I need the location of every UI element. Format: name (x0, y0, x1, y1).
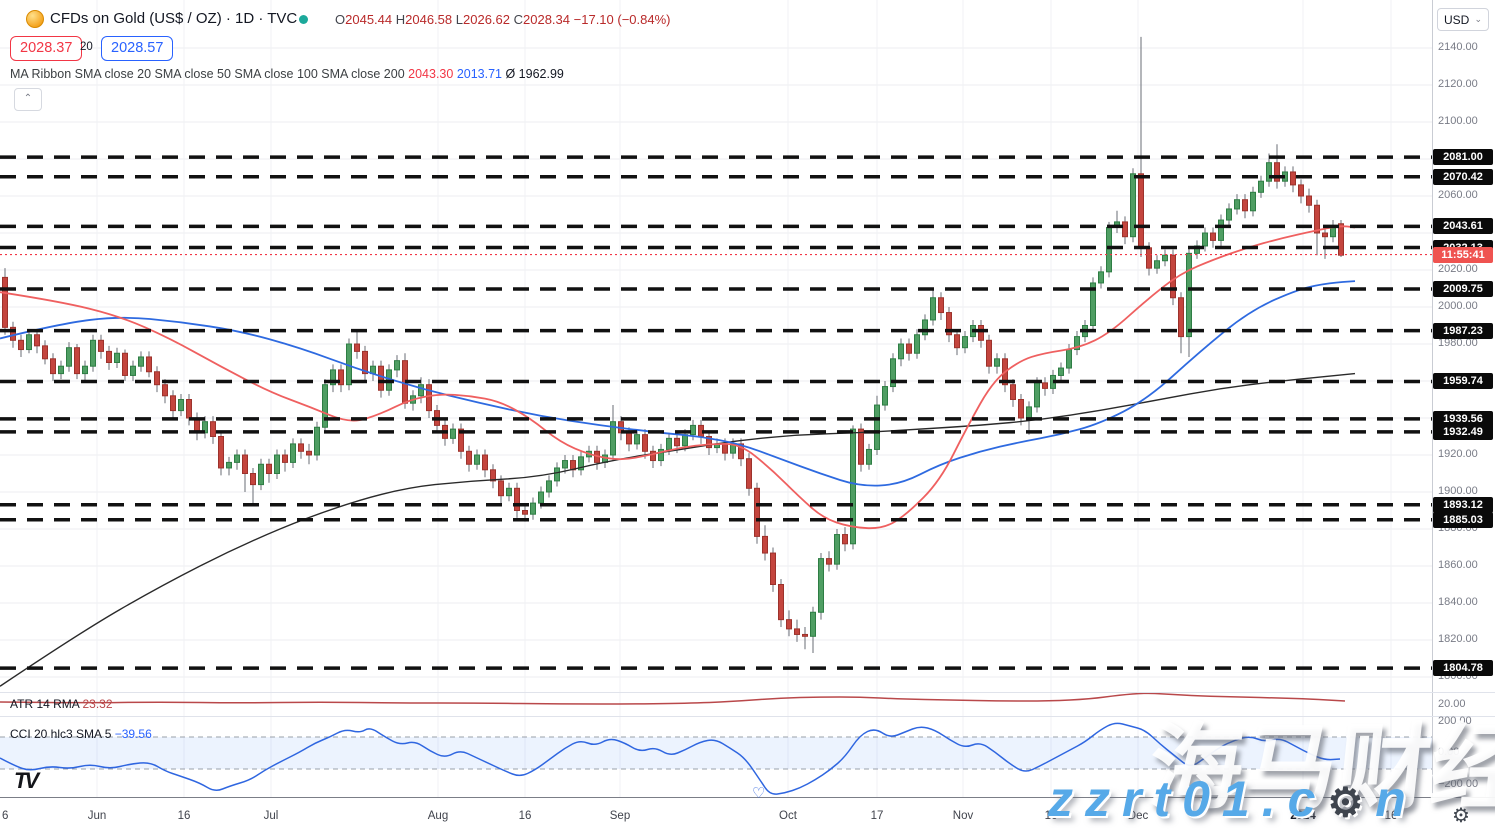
price-tick-label: 2000.00 (1438, 300, 1478, 312)
time-tick-label: Jul (263, 810, 279, 822)
open-label: O (335, 12, 346, 27)
price-tick-label: 2120.00 (1438, 78, 1478, 90)
price-tick-label: 1980.00 (1438, 337, 1478, 349)
ma-ribbon-legend[interactable]: MA Ribbon SMA close 20 SMA close 50 SMA … (10, 67, 564, 81)
time-tick-label: 16 (518, 810, 532, 822)
watermark-url-prefix: zzrt01.c (1048, 771, 1328, 827)
close-value: 2028.34 (523, 12, 571, 27)
price-level-label: 2043.61 (1433, 218, 1493, 235)
time-tick-label: Oct (779, 810, 797, 822)
sell-button[interactable]: 2028.37 (10, 36, 83, 61)
watermark-url: zzrt01.c⚙n (1048, 770, 1418, 828)
heart-drawing-icon[interactable]: ♡ (752, 785, 766, 802)
symbol-title[interactable]: CFDs on Gold (US$ / OZ) · 1D · TVC (50, 10, 298, 27)
spread-value: 20 (80, 41, 93, 53)
time-tick-label: 17 (870, 810, 884, 822)
price-tick-label: 2020.00 (1438, 263, 1478, 275)
price-tick-label: 2100.00 (1438, 115, 1478, 127)
price-tick-label: 1820.00 (1438, 633, 1478, 645)
price-level-label: 1885.03 (1433, 511, 1493, 528)
cci-legend[interactable]: CCI 20 hlc3 SMA 5 −39.56 (10, 727, 152, 741)
sma20-value: 2043.30 (408, 67, 454, 81)
indicator-tick-label: 200.00 (1438, 715, 1472, 727)
pane-separator-main-atr[interactable] (0, 692, 1495, 693)
price-tick-label: 1920.00 (1438, 448, 1478, 460)
time-axis-border (0, 797, 1495, 798)
price-level-label: 2081.00 (1433, 149, 1493, 166)
time-tick-label: Sep (609, 810, 631, 822)
time-axis[interactable] (0, 798, 1432, 833)
ma-ribbon-label: MA Ribbon SMA close 20 SMA close 50 SMA … (10, 67, 405, 81)
close-label: C (513, 12, 524, 27)
cci-value: −39.56 (114, 727, 152, 741)
currency-dropdown[interactable]: USD ⌄ (1437, 8, 1489, 31)
atr-value: 23.32 (82, 697, 113, 711)
high-label: H (395, 12, 406, 27)
bar-countdown-label: 11:55:41 (1433, 246, 1493, 263)
time-tick-label: Dec (1127, 810, 1149, 822)
currency-label: USD (1444, 12, 1470, 27)
price-tick-label: 1860.00 (1438, 559, 1478, 571)
time-tick-label: 6 (2, 810, 9, 822)
price-level-label: 2070.42 (1433, 168, 1493, 185)
price-tick-label: 2140.00 (1438, 41, 1478, 53)
atr-legend[interactable]: ATR 14 RMA 23.32 (10, 697, 113, 711)
time-tick-label: Jun (87, 810, 107, 822)
gear-icon[interactable]: ⚙ (1452, 805, 1470, 827)
low-value: 2026.62 (463, 12, 510, 27)
atr-label: ATR 14 RMA (10, 697, 80, 711)
indicator-tick-label: −200.00 (1438, 778, 1479, 790)
tradingview-logo[interactable]: TV (14, 768, 39, 793)
high-value: 2046.58 (405, 12, 453, 27)
price-level-label: 1987.23 (1433, 322, 1493, 339)
collapse-legend-button[interactable]: ⌃ (14, 88, 42, 111)
ohlc-readout: O2045.44 H2046.58 L2026.62 C2028.34 −17.… (335, 12, 671, 27)
time-tick-label: 16 (177, 810, 191, 822)
time-tick-label: 16 (1384, 810, 1398, 822)
change-value: −17.10 (−0.84%) (573, 12, 671, 27)
watermark-gear-icon: ⚙ (1327, 781, 1376, 825)
price-level-label: 2009.75 (1433, 280, 1493, 297)
sma-average-value: Ø 1962.99 (505, 67, 564, 81)
time-tick-label: Nov (952, 810, 974, 822)
sma50-value: 2013.71 (456, 67, 502, 81)
indicator-tick-label: 20.00 (1438, 698, 1466, 710)
price-tick-label: 1840.00 (1438, 596, 1478, 608)
price-tick-label: 2060.00 (1438, 189, 1478, 201)
time-tick-label: 2024 (1290, 810, 1316, 822)
price-level-label: 1804.78 (1433, 660, 1493, 677)
pane-separator-atr-cci[interactable] (0, 716, 1495, 717)
gold-coin-icon (26, 10, 44, 28)
price-level-label: 1893.12 (1433, 496, 1493, 513)
price-level-label: 1932.49 (1433, 423, 1493, 440)
indicator-tick-label: 0.00 (1438, 746, 1460, 758)
cci-label: CCI 20 hlc3 SMA 5 (10, 727, 112, 741)
open-value: 2045.44 (345, 12, 393, 27)
price-level-label: 1959.74 (1433, 373, 1493, 390)
price-tick-label: 1900.00 (1438, 485, 1478, 497)
buy-button[interactable]: 2028.57 (101, 36, 174, 61)
market-status-icon (299, 15, 308, 24)
time-tick-label: Aug (427, 810, 449, 822)
time-tick-label: 16 (1044, 810, 1058, 822)
chevron-down-icon: ⌄ (1474, 14, 1482, 24)
price-level-label: 1939.56 (1433, 410, 1493, 427)
low-label: L (455, 12, 463, 27)
watermark-url-suffix: n (1375, 771, 1418, 827)
